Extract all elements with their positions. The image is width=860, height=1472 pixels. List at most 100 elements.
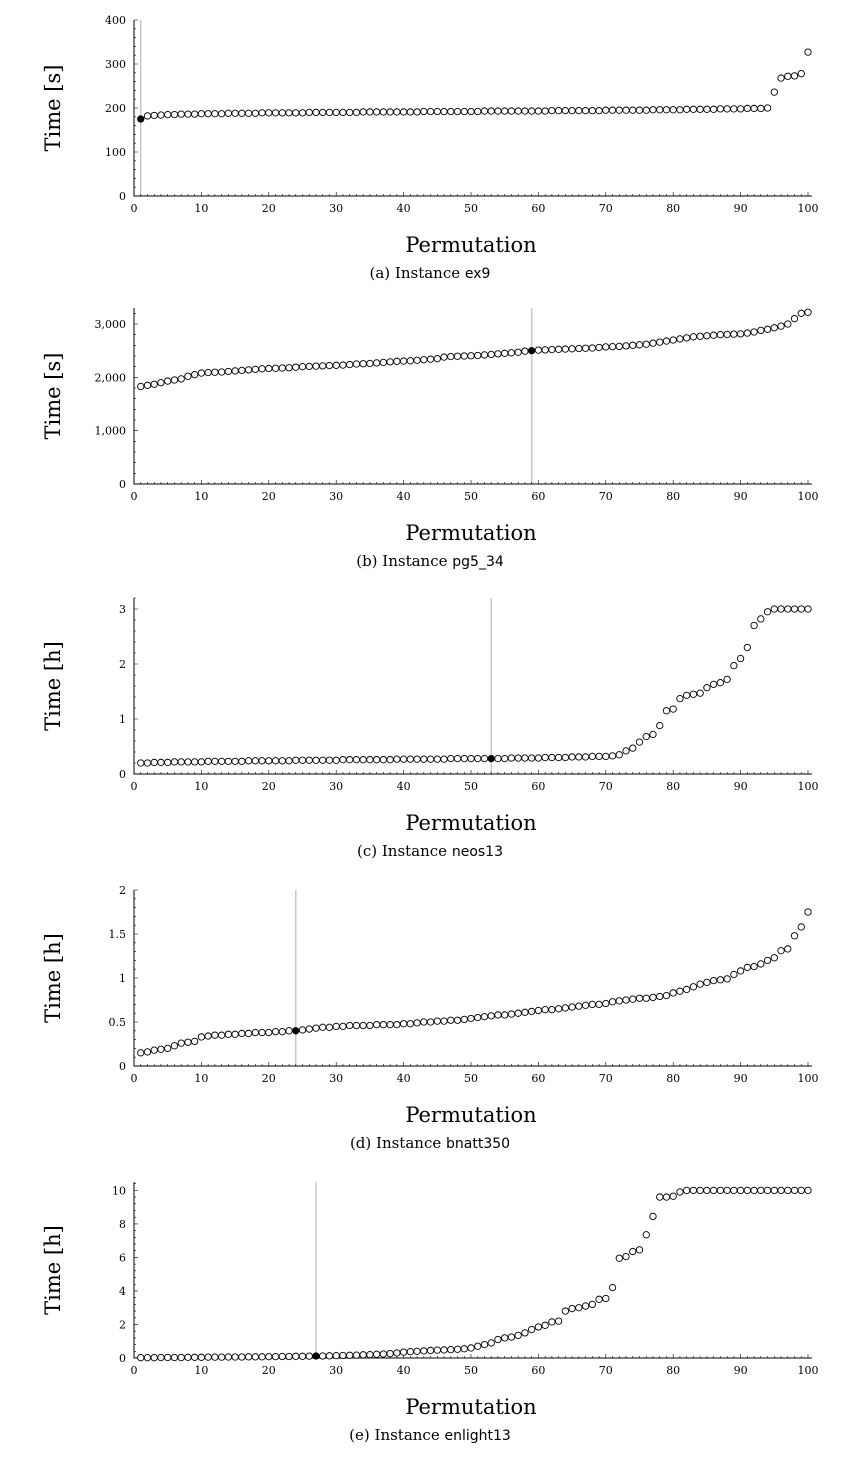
- data-point: [217, 110, 226, 118]
- data-point: [346, 1021, 354, 1030]
- data-point: [521, 1329, 529, 1337]
- data-point: [480, 107, 489, 115]
- data-point: [204, 368, 212, 377]
- data-point: [602, 343, 610, 351]
- data-point: [514, 348, 522, 356]
- data-point: [177, 1039, 185, 1047]
- data-point: [797, 309, 805, 317]
- data-point: [689, 983, 698, 991]
- data-point: [790, 1186, 799, 1195]
- data-point: [244, 757, 253, 765]
- data-point: [352, 1351, 361, 1359]
- data-point: [157, 1353, 165, 1362]
- data-point: [265, 109, 273, 117]
- data-point: [568, 1003, 576, 1011]
- data-point: [548, 345, 556, 354]
- data-point: [406, 1020, 414, 1028]
- data-point: [447, 754, 455, 763]
- data-point: [211, 110, 219, 118]
- data-point: [750, 962, 758, 971]
- data-point: [433, 1017, 441, 1025]
- data-point: [784, 945, 792, 953]
- data-point: [143, 112, 152, 120]
- data-point: [298, 756, 307, 764]
- data-point: [292, 756, 300, 764]
- data-point: [474, 1013, 482, 1022]
- data-point: [312, 1024, 320, 1032]
- caption-instance-name: pg5_34: [452, 554, 504, 570]
- data-point: [137, 759, 145, 767]
- x-tick-label: 20: [262, 490, 276, 503]
- x-tick-label: 90: [734, 780, 748, 793]
- data-point: [507, 1010, 516, 1018]
- data-point: [393, 1020, 401, 1029]
- data-point: [372, 108, 381, 116]
- data-point: [271, 109, 280, 117]
- data-point: [615, 342, 623, 351]
- data-point: [649, 106, 657, 114]
- data-point: [608, 1283, 617, 1292]
- data-point: [521, 1008, 529, 1016]
- data-point: [325, 756, 334, 764]
- data-point: [554, 1005, 563, 1013]
- data-point: [372, 756, 381, 764]
- data-point: [696, 1186, 704, 1195]
- x-tick-label: 90: [734, 490, 748, 503]
- y-tick-label: 2: [119, 658, 126, 671]
- data-point: [420, 356, 428, 364]
- data-point: [568, 753, 576, 761]
- data-point: [507, 107, 516, 115]
- y-tick-label: 3: [119, 603, 126, 616]
- data-point: [622, 1252, 630, 1261]
- chart-panel: 0 10 20 30 40 50 60 70 80 90 100 0 2 4 6 8 10 Permutation…: [0, 1172, 860, 1472]
- y-axis-title: Time [h]: [41, 933, 65, 1023]
- data-point: [575, 106, 583, 115]
- y-tick-label: 2: [119, 1318, 126, 1331]
- data-point: [622, 996, 630, 1004]
- data-point: [197, 758, 206, 766]
- data-point: [150, 111, 158, 120]
- data-point: [804, 308, 812, 316]
- figure-caption: (b) Instance pg5_34: [0, 552, 860, 570]
- data-point: [251, 365, 259, 373]
- data-point: [507, 754, 516, 762]
- data-point: [312, 108, 320, 117]
- x-tick-label: 50: [464, 490, 478, 503]
- data-point: [507, 349, 516, 357]
- y-tick-label: 1.5: [109, 928, 127, 941]
- data-point: [669, 705, 677, 713]
- data-point: [554, 1317, 563, 1325]
- data-point: [413, 755, 421, 763]
- data-point: [346, 756, 354, 764]
- data-point: [298, 1026, 307, 1034]
- data-point: [191, 1353, 199, 1361]
- x-tick-label: 50: [464, 780, 478, 793]
- data-point: [366, 1350, 374, 1359]
- data-point: [743, 963, 751, 972]
- data-point: [784, 605, 792, 613]
- data-point: [372, 359, 381, 367]
- data-point: [797, 70, 805, 78]
- data-point: [352, 1021, 361, 1030]
- y-tick-label: 300: [105, 58, 126, 71]
- data-point: [258, 365, 266, 373]
- x-tick-label: 100: [798, 490, 819, 503]
- caption-prefix: (c) Instance: [356, 842, 452, 860]
- data-point: [217, 757, 226, 766]
- data-point: [440, 1346, 448, 1354]
- data-point-highlighted: [292, 1027, 300, 1035]
- chart-panel: 0 10 20 30 40 50 60 70 80 90 100 0 0.5 1 1.5 2 Permutati…: [0, 880, 860, 1180]
- data-point: [359, 1351, 367, 1359]
- data-point: [346, 360, 354, 369]
- data-point: [298, 1352, 307, 1360]
- data-point: [278, 1352, 286, 1361]
- data-point: [399, 108, 408, 116]
- y-tick-label: 0: [119, 768, 126, 781]
- caption-prefix: (e) Instance: [349, 1426, 445, 1444]
- data-point: [352, 108, 361, 117]
- x-tick-label: 70: [599, 780, 613, 793]
- data-point: [561, 753, 570, 762]
- data-point: [602, 106, 610, 114]
- data-point: [649, 993, 657, 1002]
- data-point: [393, 1349, 401, 1357]
